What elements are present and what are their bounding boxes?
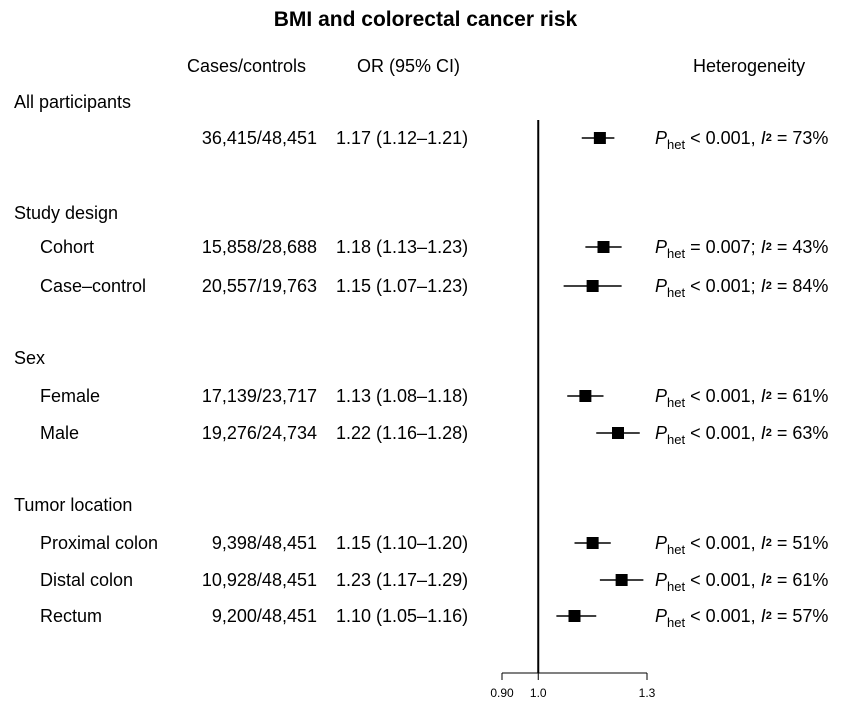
cases-controls-value: 10,928/48,451 <box>201 570 317 590</box>
het-p-value: < 0.001, <box>690 423 756 443</box>
point-estimate <box>593 132 606 144</box>
het-p-subscript: het <box>667 395 686 410</box>
cases-controls-value: 17,139/23,717 <box>201 386 317 406</box>
het-i-symbol: I <box>760 533 766 553</box>
row-label: Case–control <box>40 276 147 296</box>
het-i-symbol: I <box>760 386 766 406</box>
chart-title: BMI and colorectal cancer risk <box>273 8 578 31</box>
het-p-value: < 0.001, <box>690 386 756 406</box>
het-p-symbol: P <box>655 237 668 257</box>
cases-controls-value: 36,415/48,451 <box>201 128 317 148</box>
or-ci-value: 1.18 (1.13–1.23) <box>336 237 469 257</box>
het-i-superscript: 2 <box>765 390 772 402</box>
het-p-subscript: het <box>667 579 686 594</box>
het-i2-value: = 73% <box>776 128 829 148</box>
het-p-value: < 0.001, <box>690 128 756 148</box>
het-p-subscript: het <box>667 246 686 261</box>
het-p-symbol: P <box>655 423 668 443</box>
point-estimate <box>586 280 599 292</box>
point-estimate <box>568 610 581 622</box>
or-ci-value: 1.23 (1.17–1.29) <box>336 570 469 590</box>
het-i-superscript: 2 <box>765 241 772 253</box>
heterogeneity-stat: Phet = 0.007; I2 = 43% <box>655 237 829 260</box>
het-p-subscript: het <box>667 137 686 152</box>
point-estimate <box>615 574 628 586</box>
x-tick-label: 1.3 <box>639 686 656 700</box>
het-i-symbol: I <box>760 237 766 257</box>
het-p-value: < 0.001, <box>690 606 756 626</box>
heterogeneity-stat: Phet < 0.001, I2 = 61% <box>655 386 829 409</box>
cases-controls-value: 15,858/28,688 <box>201 237 317 257</box>
het-p-subscript: het <box>667 615 686 630</box>
het-i-symbol: I <box>760 606 766 626</box>
x-tick-label: 0.90 <box>490 686 514 700</box>
header-cases-controls: Cases/controls <box>187 56 307 76</box>
het-i-symbol: I <box>760 276 766 296</box>
or-ci-value: 1.15 (1.07–1.23) <box>336 276 469 296</box>
het-p-value: < 0.001, <box>690 533 756 553</box>
heterogeneity-stat: Phet < 0.001, I2 = 63% <box>655 423 829 446</box>
cases-controls-value: 20,557/19,763 <box>201 276 317 296</box>
het-p-symbol: P <box>655 386 668 406</box>
cases-controls-value: 9,398/48,451 <box>211 533 317 553</box>
het-p-value: = 0.007; <box>690 237 756 257</box>
het-i2-value: = 61% <box>776 570 829 590</box>
het-p-symbol: P <box>655 128 668 148</box>
point-estimate <box>597 241 610 253</box>
or-ci-value: 1.10 (1.05–1.16) <box>336 606 469 626</box>
row-label: Distal colon <box>40 570 134 590</box>
het-p-symbol: P <box>655 570 668 590</box>
heterogeneity-stat: Phet < 0.001, I2 = 51% <box>655 533 829 556</box>
or-ci-value: 1.17 (1.12–1.21) <box>336 128 469 148</box>
het-p-subscript: het <box>667 432 686 447</box>
het-p-subscript: het <box>667 542 686 557</box>
het-i-superscript: 2 <box>765 427 772 439</box>
het-i-superscript: 2 <box>765 537 772 549</box>
het-i-superscript: 2 <box>765 132 772 144</box>
heterogeneity-stat: Phet < 0.001, I2 = 57% <box>655 606 829 629</box>
het-p-value: < 0.001, <box>690 570 756 590</box>
het-p-value: < 0.001; <box>690 276 756 296</box>
heterogeneity-stat: Phet < 0.001; I2 = 84% <box>655 276 829 299</box>
or-ci-value: 1.22 (1.16–1.28) <box>336 423 469 443</box>
or-ci-value: 1.13 (1.08–1.18) <box>336 386 469 406</box>
het-i-superscript: 2 <box>765 574 772 586</box>
het-i2-value: = 57% <box>776 606 829 626</box>
row-label: Proximal colon <box>40 533 159 553</box>
het-i2-value: = 61% <box>776 386 829 406</box>
het-i2-value: = 84% <box>776 276 829 296</box>
point-estimate <box>579 390 592 402</box>
or-ci-value: 1.15 (1.10–1.20) <box>336 533 469 553</box>
het-i-symbol: I <box>760 423 766 443</box>
het-p-symbol: P <box>655 606 668 626</box>
het-i2-value: = 43% <box>776 237 829 257</box>
het-i-superscript: 2 <box>765 280 772 292</box>
het-i2-value: = 63% <box>776 423 829 443</box>
row-label: Cohort <box>40 237 95 257</box>
group-label: All participants <box>14 92 132 112</box>
row-label: Male <box>40 423 80 443</box>
cases-controls-value: 19,276/24,734 <box>201 423 317 443</box>
het-p-subscript: het <box>667 285 686 300</box>
point-estimate <box>586 537 599 549</box>
cases-controls-value: 9,200/48,451 <box>211 606 317 626</box>
heterogeneity-stat: Phet < 0.001, I2 = 61% <box>655 570 829 593</box>
group-label: Tumor location <box>14 495 133 515</box>
het-i2-value: = 51% <box>776 533 829 553</box>
het-p-symbol: P <box>655 533 668 553</box>
header-or-ci: OR (95% CI) <box>357 56 461 76</box>
heterogeneity-stat: Phet < 0.001, I2 = 73% <box>655 128 829 151</box>
group-label: Sex <box>14 348 46 368</box>
header-heterogeneity: Heterogeneity <box>693 56 806 76</box>
group-label: Study design <box>14 203 119 223</box>
het-i-superscript: 2 <box>765 610 772 622</box>
row-label: Female <box>40 386 101 406</box>
het-i-symbol: I <box>760 570 766 590</box>
point-estimate <box>612 427 624 439</box>
x-tick-label: 1.0 <box>530 686 547 700</box>
het-p-symbol: P <box>655 276 668 296</box>
row-label: Rectum <box>40 606 103 626</box>
het-i-symbol: I <box>760 128 766 148</box>
